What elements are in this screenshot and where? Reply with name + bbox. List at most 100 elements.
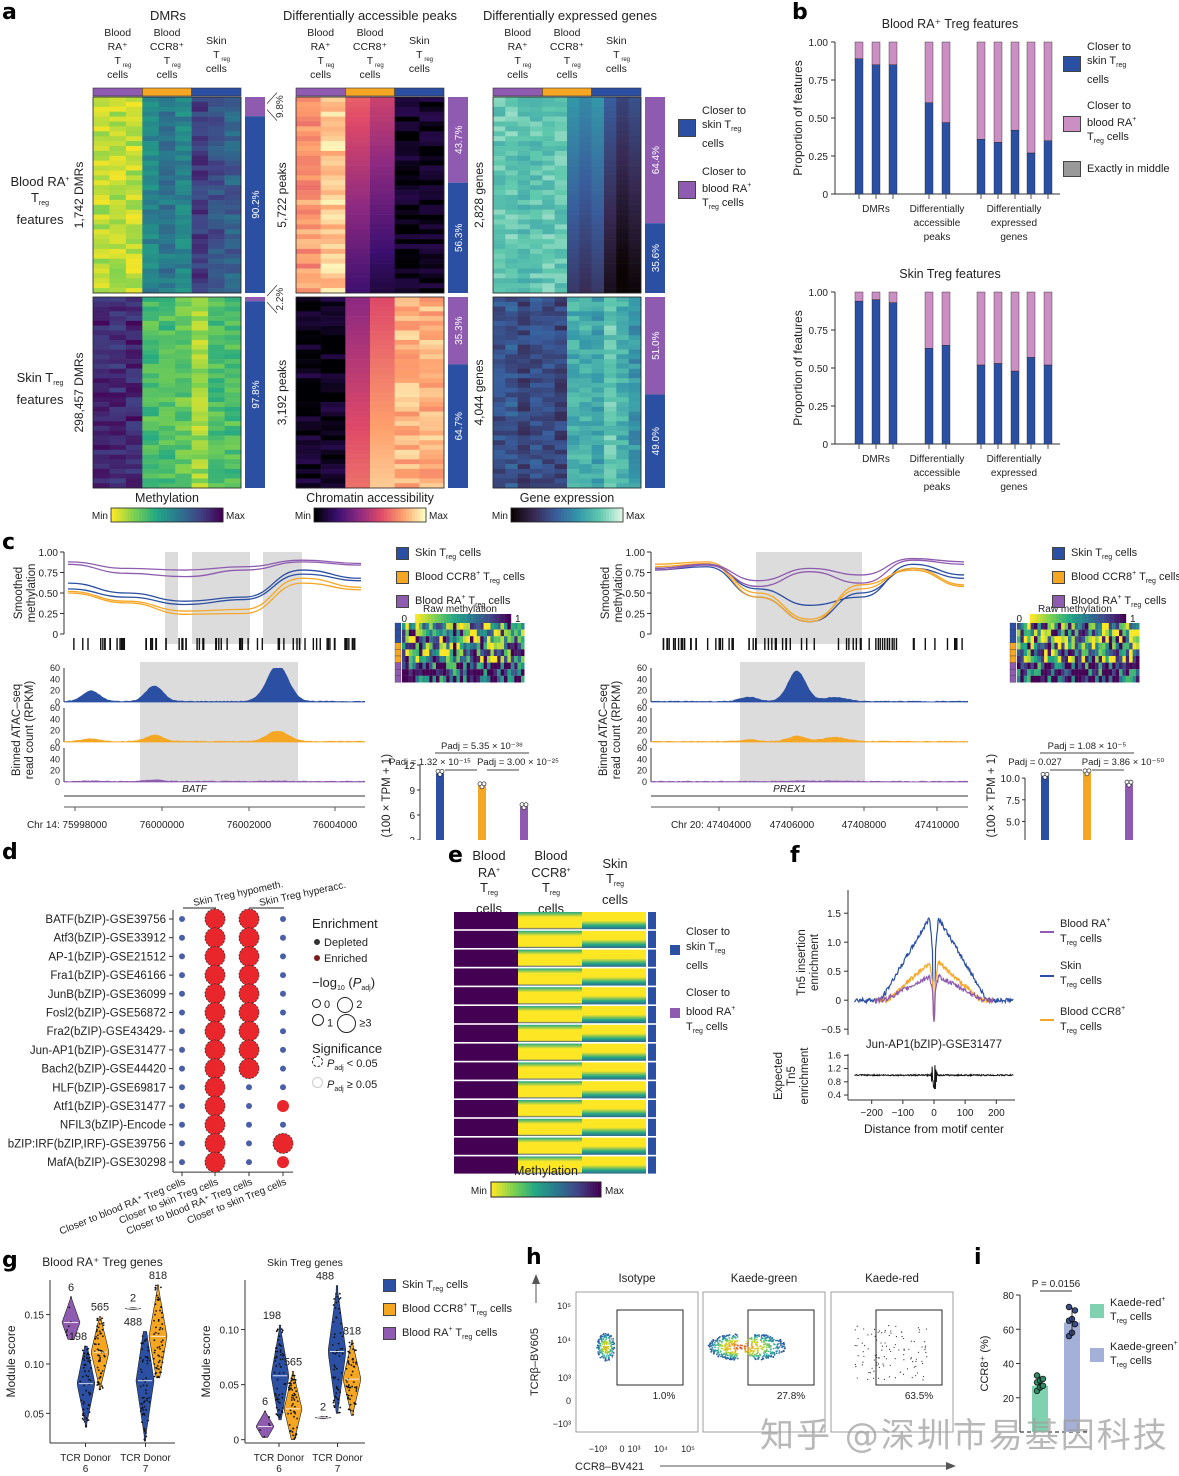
heatmap-cell	[224, 478, 242, 484]
heatmap-cell	[158, 278, 176, 284]
raw-meth-cell	[1071, 656, 1075, 663]
raw-meth-cell	[1027, 669, 1031, 676]
raw-meth-cell	[432, 636, 437, 643]
raw-meth-cell	[1061, 636, 1065, 643]
raw-meth-cell	[459, 675, 464, 683]
heatmap-cell	[125, 244, 143, 250]
heatmap-cell	[604, 416, 617, 422]
gate-percentage: 27.8%	[777, 1391, 805, 1402]
heatmap-cell	[320, 244, 346, 250]
heatmap-cell	[224, 387, 242, 393]
colorbar-step	[595, 508, 599, 522]
raw-meth-cell	[1105, 629, 1109, 637]
raw-meth-cell	[463, 662, 467, 670]
raw-meth-cell	[487, 675, 491, 683]
raw-meth-cell	[514, 629, 518, 637]
heatmap-cell	[370, 378, 395, 384]
heatmap-cell	[419, 253, 445, 259]
heatmap-cell	[419, 464, 445, 470]
heatmap-cell	[616, 199, 629, 206]
flow-event	[710, 1351, 713, 1353]
raw-meth-cell	[1091, 649, 1096, 657]
flow-event	[750, 1343, 753, 1346]
raw-meth-cell	[1047, 636, 1052, 643]
heatmap-cell	[345, 199, 371, 206]
heatmap-cell	[370, 464, 395, 470]
heatmap-cell	[175, 97, 192, 103]
heatmap-cell	[394, 131, 420, 137]
heatmap-cell	[554, 150, 568, 157]
heatmap-cell	[567, 204, 580, 210]
heatmap-cell	[158, 204, 176, 210]
heatmap-cell	[175, 387, 192, 393]
heatmap-cell	[191, 320, 209, 326]
heatmap-cell	[345, 378, 371, 384]
panel-label-b: b	[792, 0, 808, 25]
cell-point	[290, 1387, 292, 1390]
heatmap-cell	[158, 121, 176, 127]
motif-dot	[280, 990, 286, 997]
heatmap-cell	[320, 146, 346, 152]
heatmap-cell	[125, 402, 143, 408]
heatmap-cell	[517, 180, 531, 186]
flow-event	[607, 1336, 610, 1339]
heatmap-cell	[125, 106, 143, 112]
heatmap-cell	[591, 320, 605, 326]
raw-meth-cell	[514, 662, 518, 670]
flow-event	[611, 1343, 614, 1346]
heatmap-cell	[224, 301, 242, 307]
heatmap-cell	[208, 165, 225, 171]
heatmap-cell	[394, 244, 420, 250]
heatmap-cell	[419, 209, 445, 215]
heatmap-cell	[530, 185, 543, 191]
heatmap-cell	[567, 430, 580, 436]
heatmap-cell	[296, 339, 321, 346]
flow-event	[606, 1359, 608, 1362]
heatmap-cell	[530, 288, 543, 294]
bar-closer-ra	[941, 41, 951, 123]
raw-meth-colorbar	[1110, 614, 1114, 623]
heatmap-cell	[542, 440, 555, 446]
heatmap-cell	[175, 283, 192, 289]
heatmap-cell	[109, 278, 127, 284]
raw-meth-cell	[1088, 623, 1092, 630]
heatmap-cell	[567, 301, 580, 307]
heatmap-cell	[142, 306, 160, 312]
flow-event	[736, 1347, 739, 1350]
raw-meth-cell	[476, 662, 481, 670]
e-cell-ra	[454, 1081, 518, 1099]
cell-point	[345, 1379, 347, 1381]
motif-dot	[179, 1009, 185, 1016]
heatmap-cell	[158, 248, 176, 255]
y-tick-label: 0.75	[809, 326, 829, 337]
raw-meth-cell	[449, 656, 454, 663]
cell-point	[154, 1372, 157, 1375]
colorbar-step	[400, 508, 405, 522]
heatmap-cell	[505, 165, 518, 171]
group-label-sub: reg	[221, 57, 230, 63]
heatmap-cell	[370, 155, 395, 161]
cell-point	[275, 1406, 278, 1409]
heatmap-cell	[530, 397, 543, 403]
raw-meth-cell	[1064, 669, 1069, 676]
raw-meth-max: 1	[1130, 614, 1136, 625]
heatmap-cell	[628, 416, 642, 422]
heatmap-cell	[208, 258, 225, 264]
flow-event	[761, 1348, 764, 1351]
heatmap-cell	[542, 363, 555, 369]
heatmap-cell	[125, 219, 143, 225]
colorbar-step	[620, 508, 624, 522]
heatmap-cell	[175, 382, 192, 389]
raw-meth-cell	[1108, 669, 1113, 676]
heatmap-cell	[628, 382, 642, 389]
raw-meth-cell	[1023, 649, 1028, 657]
heatmap-cell	[296, 278, 321, 284]
heatmap-cell	[505, 354, 518, 360]
heatmap-cell	[158, 325, 176, 331]
heatmap-cell	[394, 116, 420, 122]
atac-tick-label: 40	[50, 674, 60, 684]
heatmap-cell	[158, 320, 176, 326]
heatmap-cell	[579, 175, 592, 181]
flow-event	[765, 1350, 768, 1353]
colorbar-step	[125, 508, 129, 522]
